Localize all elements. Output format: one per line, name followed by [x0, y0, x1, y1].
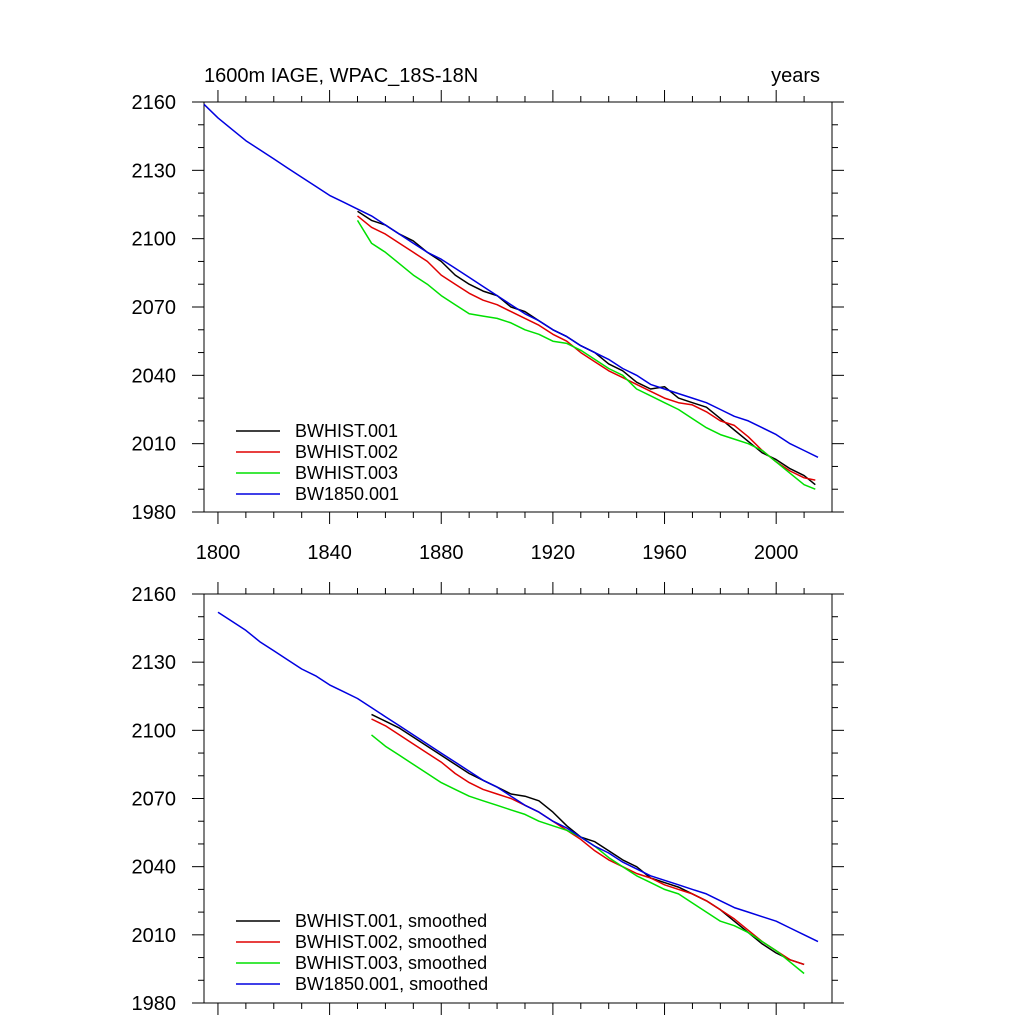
y-tick-label: 2010 — [132, 434, 177, 456]
y-tick-label: 1980 — [132, 502, 177, 524]
chart-title: 1600m IAGE, WPAC_18S-18N — [204, 65, 478, 87]
y-tick-label: 2100 — [132, 229, 177, 251]
series-line-bwhist-003 — [356, 220, 816, 490]
series-line-bwhist-002 — [357, 215, 816, 481]
legend-label-bwhist-003: BWHIST.003 — [295, 463, 398, 483]
legend-label-bwhist-001-smoothed: BWHIST.001, smoothed — [295, 911, 487, 931]
series-line-bwhist-001-smoothed — [371, 713, 805, 966]
y-tick-label: 2070 — [132, 297, 177, 319]
y-tick-label: 2160 — [132, 92, 177, 114]
legend-label-bwhist-002: BWHIST.002 — [295, 442, 398, 462]
y-tick-label: 2040 — [132, 857, 177, 879]
legend-label-bw1850-001-smoothed: BW1850.001, smoothed — [295, 974, 488, 994]
panel-bottom: 1980 2010 2040 2070 2100 2130 2160 BWHIST.001, … — [132, 582, 844, 1015]
y-tick-label: 2010 — [132, 925, 177, 947]
legend-label-bwhist-002-smoothed: BWHIST.002, smoothed — [295, 932, 487, 952]
y-tick-label: 1980 — [132, 993, 177, 1015]
legend-label-bwhist-001: BWHIST.001 — [295, 421, 398, 441]
y-tick-label: 2040 — [132, 365, 177, 387]
series-line-bwhist-002-smoothed — [371, 718, 805, 966]
x-tick-label: 1880 — [419, 542, 464, 564]
chart-units: years — [771, 65, 820, 87]
x-tick-label: 1920 — [531, 542, 576, 564]
legend-label-bw1850-001: BW1850.001 — [295, 484, 399, 504]
y-tick-label: 2130 — [132, 652, 177, 674]
x-tick-label: 1800 — [196, 542, 241, 564]
series-line-bw1850-001 — [203, 103, 819, 458]
y-tick-label: 2070 — [132, 789, 177, 811]
y-tick-label: 2160 — [132, 584, 177, 606]
x-tick-label: 1960 — [642, 542, 687, 564]
panel-top: 1800 1840 1880 1920 1960 2000 1980 2010 2040 2070… — [132, 65, 844, 564]
y-tick-label: 2100 — [132, 720, 177, 742]
x-tick-label: 1840 — [307, 542, 352, 564]
y-tick-label: 2130 — [132, 160, 177, 182]
x-tick-label: 2000 — [754, 542, 799, 564]
legend-label-bwhist-003-smoothed: BWHIST.003, smoothed — [295, 953, 487, 973]
series-line-bw1850-001-smoothed — [217, 611, 819, 943]
